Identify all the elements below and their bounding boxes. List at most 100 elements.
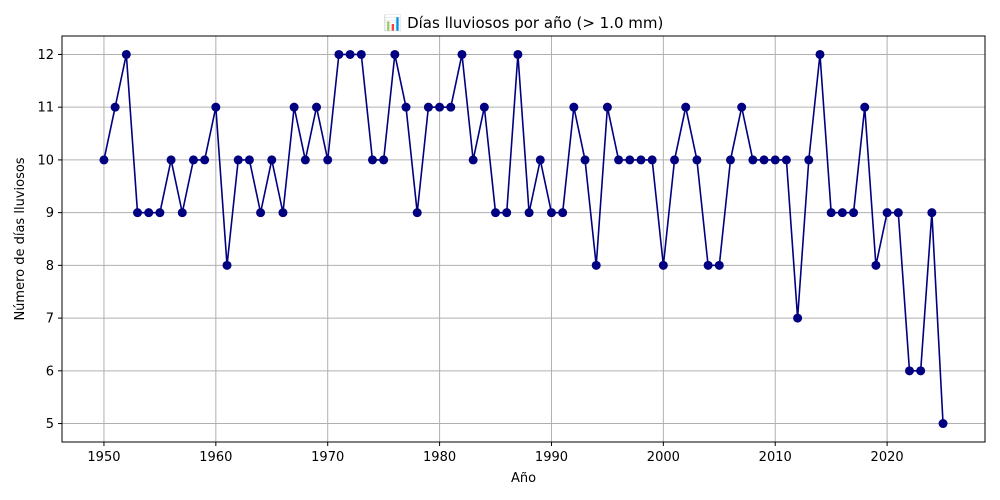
data-point [569,102,579,112]
data-point [871,260,881,270]
x-tick-label: 2010 [759,450,792,465]
data-point [546,208,556,218]
data-point [323,155,333,165]
data-point [211,102,221,112]
plot-area-frame [61,35,986,443]
series-layer [99,49,948,429]
data-point [714,260,724,270]
x-tick-label: 1970 [311,450,344,465]
data-point [580,155,590,165]
grid-layer [62,36,985,442]
data-point [916,366,926,376]
data-point [177,208,187,218]
data-point [479,102,489,112]
data-point [837,208,847,218]
data-point [860,102,870,112]
data-point [367,155,377,165]
x-axis-label: Año [511,471,536,486]
data-point [591,260,601,270]
data-point [379,155,389,165]
data-point [904,366,914,376]
data-point [535,155,545,165]
data-point [759,155,769,165]
y-tick-label: 11 [37,101,54,116]
x-tick-label: 2000 [647,450,680,465]
data-point [334,49,344,59]
data-point [849,208,859,218]
data-point [144,208,154,218]
data-point [435,102,445,112]
data-point [513,49,523,59]
data-point [312,102,322,112]
data-point [502,208,512,218]
data-point [725,155,735,165]
data-point [110,102,120,112]
x-tick-label: 1960 [199,450,232,465]
y-tick-label: 10 [37,153,54,168]
data-point [457,49,467,59]
data-point [804,155,814,165]
y-tick-label: 7 [46,312,54,327]
x-tick-label: 1950 [87,450,120,465]
data-point [244,155,254,165]
data-point [737,102,747,112]
data-point [938,419,948,429]
x-tick-label: 2020 [871,450,904,465]
data-point [222,260,232,270]
data-point [647,155,657,165]
data-point [602,102,612,112]
y-tick-label: 6 [46,364,54,379]
data-point [681,102,691,112]
data-point [793,313,803,323]
data-point [267,155,277,165]
data-point [289,102,299,112]
data-point [446,102,456,112]
y-tick-label: 5 [46,417,54,432]
x-tick-label: 1990 [535,450,568,465]
data-point [401,102,411,112]
data-point [491,208,501,218]
data-point [558,208,568,218]
x-tick-label: 1980 [423,450,456,465]
data-point [927,208,937,218]
data-point [625,155,635,165]
data-point [390,49,400,59]
data-point [882,208,892,218]
y-tick-label: 12 [37,48,54,63]
y-tick-label: 8 [46,259,54,274]
y-tick-label: 9 [46,206,54,221]
data-point [781,155,791,165]
data-point [692,155,702,165]
data-point [278,208,288,218]
data-point [423,102,433,112]
chart-title: 📊 Días lluviosos por año (> 1.0 mm) [384,14,664,32]
data-point [614,155,624,165]
ticks-layer: 1950 1960 1970 1980 1990 2000 2010 2020 5 6 7 8 9 10 1… [37,48,903,465]
data-point [412,208,422,218]
data-point [826,208,836,218]
data-point [636,155,646,165]
data-point [815,49,825,59]
data-point [121,49,131,59]
data-point [770,155,780,165]
data-point [748,155,758,165]
data-point [200,155,210,165]
data-point [300,155,310,165]
data-point [356,49,366,59]
data-point [166,155,176,165]
y-axis-label: Número de días lluviosos [13,157,28,320]
data-point [345,49,355,59]
data-point [893,208,903,218]
data-point [155,208,165,218]
data-point [524,208,534,218]
data-point [468,155,478,165]
data-point [233,155,243,165]
data-point [670,155,680,165]
data-point [188,155,198,165]
data-point [658,260,668,270]
data-point [256,208,266,218]
data-point [99,155,109,165]
series-line [103,53,944,424]
